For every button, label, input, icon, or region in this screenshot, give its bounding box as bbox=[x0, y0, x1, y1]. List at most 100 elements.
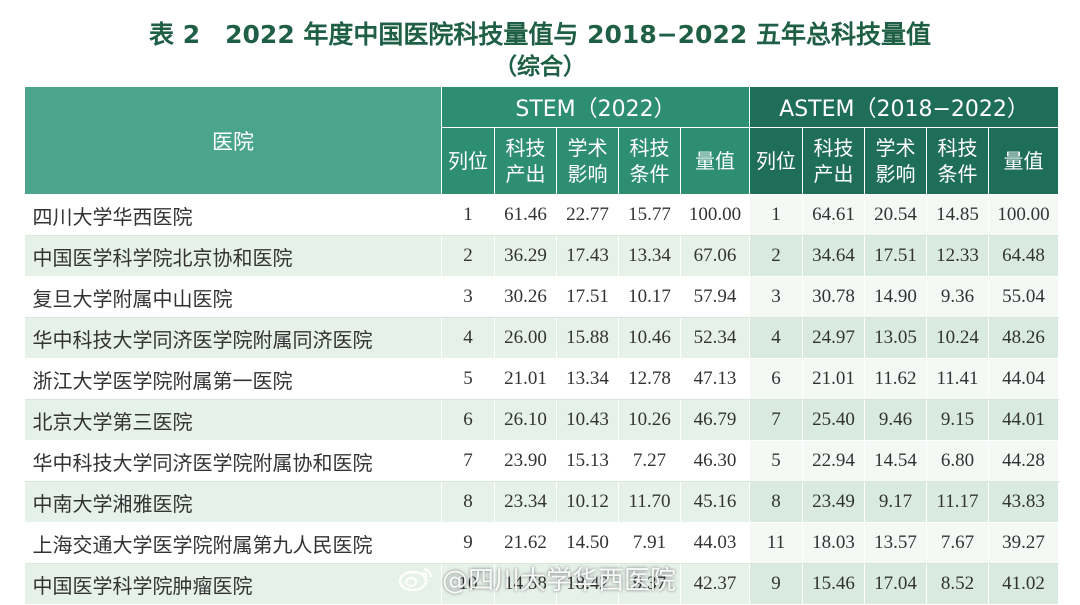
stem-output: 36.29 bbox=[494, 235, 557, 277]
astem-output: 22.94 bbox=[802, 440, 866, 482]
astem-condition: 8.52 bbox=[926, 563, 990, 605]
hospital-name: 中南大学湘雅医院 bbox=[24, 481, 442, 523]
table-row: 复旦大学附属中山医院 3 30.26 17.51 10.17 57.94 3 3… bbox=[24, 276, 1060, 318]
stem-output: 61.46 bbox=[494, 194, 557, 236]
astem-value: 44.01 bbox=[988, 399, 1060, 441]
stem-value: 52.34 bbox=[680, 317, 751, 359]
astem-impact: 9.46 bbox=[864, 399, 928, 441]
astem-rank: 1 bbox=[749, 194, 804, 236]
astem-impact: 20.54 bbox=[864, 194, 928, 236]
stem-impact: 22.77 bbox=[556, 194, 619, 236]
stem-value: 44.03 bbox=[680, 522, 751, 564]
astem-impact: 17.51 bbox=[864, 235, 928, 277]
table-row: 上海交通大学医学院附属第九人民医院 9 21.62 14.50 7.91 44.… bbox=[24, 522, 1060, 564]
astem-rank: 7 bbox=[749, 399, 804, 441]
stem-value: 46.30 bbox=[680, 440, 751, 482]
stem-output: 30.26 bbox=[494, 276, 557, 318]
hospital-name: 华中科技大学同济医学院附属同济医院 bbox=[24, 317, 442, 359]
stem-condition: 10.17 bbox=[618, 276, 681, 318]
weibo-icon bbox=[398, 563, 434, 593]
stem-condition: 7.91 bbox=[618, 522, 681, 564]
header-astem-rank: 列位 bbox=[749, 127, 804, 195]
astem-impact: 13.57 bbox=[864, 522, 928, 564]
astem-rank: 9 bbox=[749, 563, 804, 605]
stem-impact: 15.88 bbox=[556, 317, 619, 359]
header-hospital: 医院 bbox=[24, 86, 442, 195]
astem-impact: 14.54 bbox=[864, 440, 928, 482]
astem-condition: 9.36 bbox=[926, 276, 990, 318]
hospital-name: 中国医学科学院肿瘤医院 bbox=[24, 563, 442, 605]
table-row: 中国医学科学院北京协和医院 2 36.29 17.43 13.34 67.06 … bbox=[24, 235, 1060, 277]
stem-output: 26.10 bbox=[494, 399, 557, 441]
header-astem-value: 量值 bbox=[988, 127, 1060, 195]
hospital-name: 四川大学华西医院 bbox=[24, 194, 442, 236]
table-row: 华中科技大学同济医学院附属同济医院 4 26.00 15.88 10.46 52… bbox=[24, 317, 1060, 359]
astem-output: 24.97 bbox=[802, 317, 866, 359]
stem-rank: 4 bbox=[441, 317, 495, 359]
stem-output: 26.00 bbox=[494, 317, 557, 359]
astem-condition: 11.41 bbox=[926, 358, 990, 400]
stem-condition: 7.27 bbox=[618, 440, 681, 482]
stem-rank: 10 bbox=[441, 563, 495, 605]
astem-value: 55.04 bbox=[988, 276, 1060, 318]
astem-impact: 9.17 bbox=[864, 481, 928, 523]
astem-condition: 10.24 bbox=[926, 317, 990, 359]
astem-rank: 5 bbox=[749, 440, 804, 482]
header-stem-condition: 科技 条件 bbox=[618, 127, 681, 195]
table-title: 表 2 2022 年度中国医院科技量值与 2018−2022 五年总科技量值 bbox=[149, 20, 931, 49]
astem-output: 15.46 bbox=[802, 563, 866, 605]
astem-value: 44.04 bbox=[988, 358, 1060, 400]
stem-condition: 12.78 bbox=[618, 358, 681, 400]
hospital-name: 北京大学第三医院 bbox=[24, 399, 442, 441]
stem-value: 47.13 bbox=[680, 358, 751, 400]
header-stem-output: 科技 产出 bbox=[494, 127, 557, 195]
hospital-name: 华中科技大学同济医学院附属协和医院 bbox=[24, 440, 442, 482]
header-stem-impact: 学术 影响 bbox=[556, 127, 619, 195]
table-row: 浙江大学医学院附属第一医院 5 21.01 13.34 12.78 47.13 … bbox=[24, 358, 1060, 400]
stem-impact: 14.50 bbox=[556, 522, 619, 564]
stem-output: 14.58 bbox=[494, 563, 557, 605]
astem-impact: 11.62 bbox=[864, 358, 928, 400]
header-stem-rank: 列位 bbox=[441, 127, 495, 195]
stem-output: 23.90 bbox=[494, 440, 557, 482]
stem-rank: 9 bbox=[441, 522, 495, 564]
stem-value: 45.16 bbox=[680, 481, 751, 523]
stem-impact: 13.34 bbox=[556, 358, 619, 400]
table-row: 中国医学科学院肿瘤医院 10 14.58 18.42 9.37 42.37 9 … bbox=[24, 563, 1060, 605]
astem-output: 21.01 bbox=[802, 358, 866, 400]
table-row: 四川大学华西医院 1 61.46 22.77 15.77 100.00 1 64… bbox=[24, 194, 1060, 236]
hospital-name: 上海交通大学医学院附属第九人民医院 bbox=[24, 522, 442, 564]
astem-impact: 13.05 bbox=[864, 317, 928, 359]
astem-output: 18.03 bbox=[802, 522, 866, 564]
stem-impact: 10.43 bbox=[556, 399, 619, 441]
table-subtitle: （综合） bbox=[494, 54, 586, 80]
stem-condition: 10.26 bbox=[618, 399, 681, 441]
stem-value: 46.79 bbox=[680, 399, 751, 441]
stem-rank: 2 bbox=[441, 235, 495, 277]
astem-rank: 8 bbox=[749, 481, 804, 523]
astem-value: 48.26 bbox=[988, 317, 1060, 359]
stem-rank: 8 bbox=[441, 481, 495, 523]
stem-rank: 5 bbox=[441, 358, 495, 400]
astem-rank: 2 bbox=[749, 235, 804, 277]
stem-rank: 1 bbox=[441, 194, 495, 236]
astem-condition: 14.85 bbox=[926, 194, 990, 236]
stem-impact: 17.51 bbox=[556, 276, 619, 318]
astem-value: 64.48 bbox=[988, 235, 1060, 277]
stem-value: 57.94 bbox=[680, 276, 751, 318]
hospital-name: 中国医学科学院北京协和医院 bbox=[24, 235, 442, 277]
astem-rank: 4 bbox=[749, 317, 804, 359]
stem-value: 67.06 bbox=[680, 235, 751, 277]
astem-condition: 9.15 bbox=[926, 399, 990, 441]
astem-output: 25.40 bbox=[802, 399, 866, 441]
stem-output: 21.62 bbox=[494, 522, 557, 564]
stem-impact: 10.12 bbox=[556, 481, 619, 523]
astem-condition: 11.17 bbox=[926, 481, 990, 523]
astem-output: 30.78 bbox=[802, 276, 866, 318]
header-astem-group: ASTEM（2018−2022） bbox=[749, 86, 1060, 128]
watermark: @四川大学华西医院 bbox=[398, 556, 676, 600]
stem-impact: 15.13 bbox=[556, 440, 619, 482]
stem-output: 21.01 bbox=[494, 358, 557, 400]
astem-impact: 14.90 bbox=[864, 276, 928, 318]
stem-rank: 6 bbox=[441, 399, 495, 441]
